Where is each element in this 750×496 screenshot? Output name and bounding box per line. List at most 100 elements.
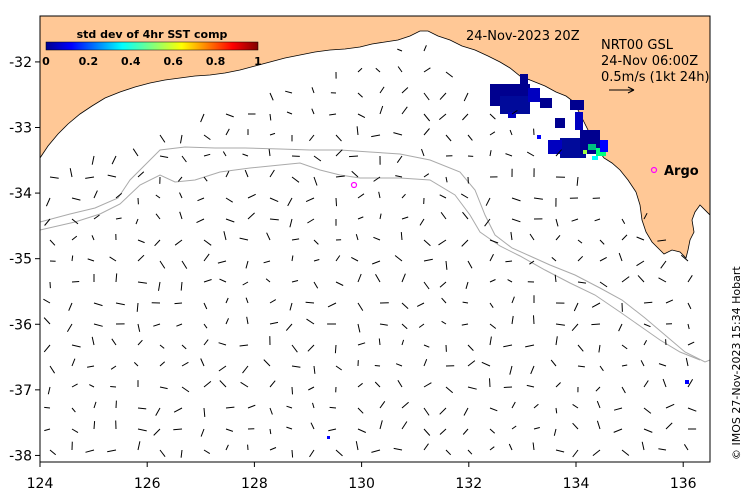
current-vector (401, 193, 406, 199)
current-vector (423, 407, 430, 416)
current-vector (269, 218, 279, 221)
current-vector (687, 407, 697, 412)
current-vector (357, 67, 363, 73)
x-tick-label: 132 (455, 476, 482, 492)
current-vector (71, 197, 81, 201)
current-vector (115, 217, 122, 220)
current-vector (378, 191, 381, 199)
current-vector (371, 449, 381, 453)
current-vector (111, 338, 117, 346)
current-vector (218, 365, 227, 372)
current-vector (43, 298, 51, 304)
current-vector (687, 275, 693, 283)
x-tick-label: 126 (134, 476, 161, 492)
current-vector (225, 218, 235, 223)
current-vector (153, 428, 161, 436)
current-vector (43, 317, 51, 325)
current-vector (401, 323, 408, 330)
current-vector (91, 155, 95, 165)
current-vector (489, 279, 496, 283)
current-vector (310, 422, 315, 430)
x-tick-label: 124 (27, 476, 54, 492)
current-vector (137, 339, 143, 346)
current-vector (269, 92, 274, 101)
current-vector (461, 239, 469, 247)
current-vector (439, 428, 447, 435)
current-vector (658, 363, 667, 367)
current-vector (225, 428, 234, 432)
current-vector (223, 231, 227, 241)
current-vector (115, 193, 123, 199)
current-vector (571, 218, 579, 222)
current-vector (397, 66, 403, 73)
current-vector (596, 400, 601, 409)
current-vector (554, 274, 557, 283)
current-vector (203, 407, 206, 417)
current-vector (93, 421, 96, 430)
current-vector (245, 260, 249, 269)
current-vector (312, 402, 315, 409)
current-vector (462, 301, 469, 304)
current-vector (174, 302, 183, 305)
current-vector (110, 365, 117, 370)
current-vector (595, 386, 601, 392)
current-vector (132, 148, 139, 157)
current-vector (379, 105, 384, 115)
current-vector (351, 256, 359, 262)
current-vector (247, 193, 256, 199)
current-vector (489, 428, 496, 434)
current-vector (159, 449, 166, 458)
current-vector (269, 407, 273, 415)
current-vector (225, 128, 230, 136)
current-vector (441, 320, 447, 325)
current-vector (555, 149, 562, 157)
sst-data-patches (327, 74, 689, 439)
current-vector (598, 344, 601, 353)
current-vector (244, 169, 249, 178)
current-vector (136, 302, 139, 312)
current-vector (423, 443, 429, 451)
current-vector (110, 386, 117, 388)
current-vector (225, 406, 235, 409)
current-vector (357, 92, 363, 98)
current-vector (503, 344, 513, 348)
current-vector (351, 170, 359, 178)
australia-coastline (40, 16, 710, 259)
current-vector (439, 407, 447, 415)
current-vector (445, 386, 454, 394)
current-vector (643, 407, 652, 414)
current-vector (69, 168, 73, 178)
current-vector (395, 175, 403, 178)
current-vector (658, 277, 667, 283)
current-vector (115, 273, 118, 283)
current-vector (242, 365, 249, 374)
current-vector (309, 449, 315, 458)
current-vector (247, 212, 255, 220)
y-tick-label: -37 (9, 383, 32, 399)
y-tick-label: -38 (9, 448, 32, 464)
current-vector (423, 428, 431, 436)
current-vector (687, 379, 694, 388)
current-vector (49, 449, 57, 456)
current-vector (286, 111, 293, 115)
current-vector (401, 87, 409, 94)
current-vector (49, 239, 56, 246)
current-vector (461, 323, 469, 326)
current-vector (397, 48, 403, 52)
current-vector (375, 274, 381, 283)
current-vector (463, 407, 469, 416)
current-vector (489, 239, 499, 244)
current-vector (137, 428, 147, 432)
current-vector (71, 235, 78, 241)
current-vector (687, 341, 695, 346)
argo-float-marker[interactable] (350, 181, 358, 189)
current-vector (379, 86, 385, 94)
current-vector (218, 342, 227, 346)
current-vector (203, 339, 209, 346)
current-vector (159, 361, 166, 367)
current-vector (269, 113, 272, 121)
current-vector (423, 359, 428, 367)
current-vector (203, 239, 212, 246)
credit-text: © IMOS 27-Nov-2023 15:34 Hobart (730, 266, 743, 460)
current-vector (533, 427, 540, 430)
